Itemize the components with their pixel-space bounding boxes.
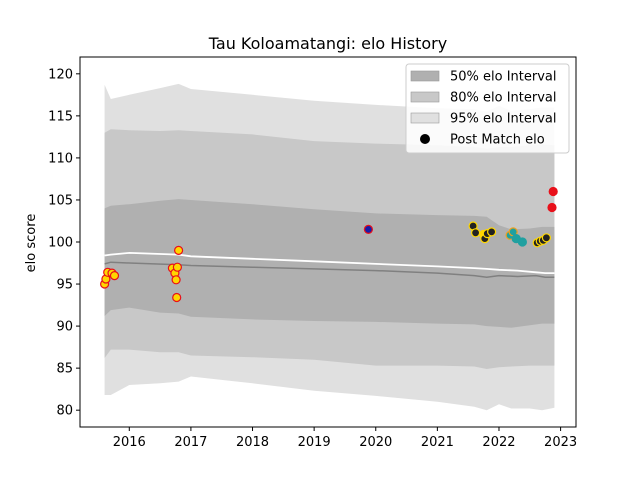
x-tick-label: 2021 bbox=[421, 435, 454, 450]
mean-elo-line bbox=[104, 261, 555, 279]
post-match-points bbox=[99, 186, 558, 303]
legend-marker bbox=[420, 134, 430, 144]
y-tick-label: 105 bbox=[48, 193, 73, 208]
legend-swatch bbox=[410, 91, 440, 103]
chart-title: Tau Koloamatangi: elo History bbox=[208, 34, 447, 53]
post-match-point bbox=[541, 233, 552, 243]
post-match-point bbox=[174, 245, 184, 255]
x-axis: 2016 2017 2018 2019 2020 2021 2022 2023 bbox=[113, 427, 577, 450]
y-axis: 80 85 90 95 100 105 110 115 120 bbox=[48, 67, 80, 419]
post-match-point bbox=[109, 271, 120, 281]
x-tick-label: 2023 bbox=[544, 435, 577, 450]
post-match-point bbox=[471, 228, 481, 238]
x-tick-label: 2016 bbox=[113, 435, 146, 450]
legend-label: 95% elo Interval bbox=[450, 112, 557, 127]
legend-swatch bbox=[410, 112, 440, 124]
trend-lines bbox=[104, 251, 555, 279]
post-match-point bbox=[172, 292, 182, 303]
x-tick-label: 2017 bbox=[174, 435, 207, 450]
post-match-point bbox=[548, 186, 558, 197]
post-match-point bbox=[547, 202, 557, 213]
y-tick-label: 120 bbox=[48, 67, 73, 82]
y-tick-label: 100 bbox=[48, 236, 73, 251]
y-tick-label: 95 bbox=[56, 278, 73, 293]
legend-label: 80% elo Interval bbox=[450, 91, 557, 106]
legend-box bbox=[405, 63, 570, 154]
y-tick-label: 90 bbox=[56, 320, 73, 335]
band-50 bbox=[104, 199, 555, 328]
interval-bands bbox=[104, 83, 555, 411]
x-tick-label: 2019 bbox=[298, 435, 331, 450]
post-match-point bbox=[517, 237, 528, 247]
expected-elo-line bbox=[104, 251, 555, 275]
x-tick-label: 2018 bbox=[236, 435, 269, 450]
legend-swatch bbox=[410, 70, 440, 82]
legend-label: 50% elo Interval bbox=[450, 70, 557, 85]
y-tick-label: 115 bbox=[48, 109, 73, 124]
x-tick-label: 2022 bbox=[482, 435, 515, 450]
y-axis-label: elo score bbox=[24, 214, 39, 273]
post-match-point bbox=[171, 275, 181, 285]
y-tick-label: 110 bbox=[48, 151, 73, 166]
y-tick-label: 80 bbox=[56, 404, 73, 419]
legend: 50% elo Interval 80% elo Interval 95% elo … bbox=[405, 63, 570, 154]
post-match-point bbox=[172, 262, 182, 272]
y-tick-label: 85 bbox=[56, 362, 73, 377]
x-tick-label: 2020 bbox=[359, 435, 392, 450]
post-match-point bbox=[487, 227, 497, 237]
post-match-point bbox=[363, 224, 373, 234]
legend-label: Post Match elo bbox=[450, 133, 545, 148]
